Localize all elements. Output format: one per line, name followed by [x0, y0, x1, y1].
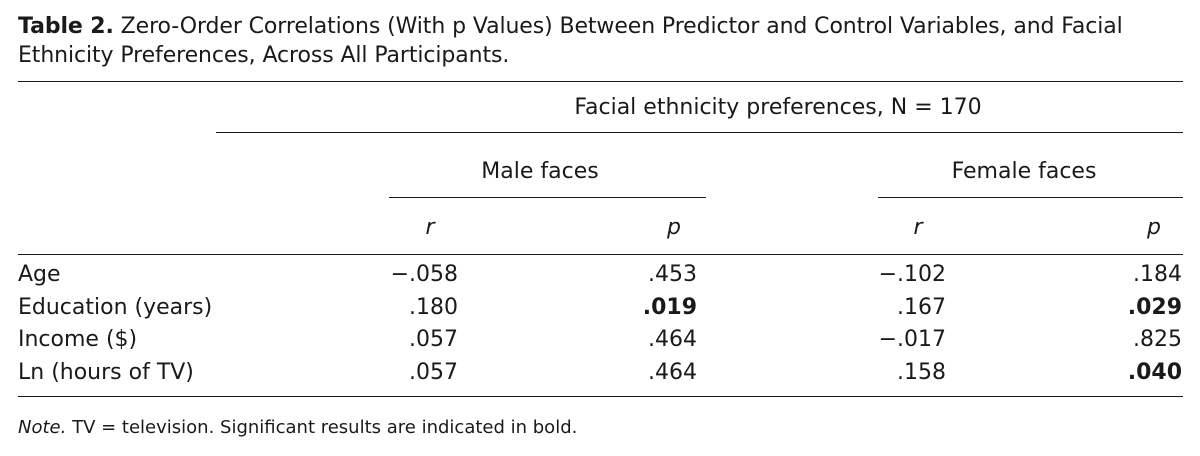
table-cell: .057 — [409, 327, 458, 352]
group-rule-male — [389, 197, 706, 198]
table-cell: .167 — [897, 295, 946, 320]
caption-label: Table 2. — [18, 14, 114, 39]
table-cell: .825 — [1133, 327, 1182, 352]
subheader-r-male: r — [425, 215, 435, 240]
top-rule — [18, 81, 1183, 82]
table-cell: .019 — [642, 295, 697, 320]
subheader-p-male: p — [667, 215, 681, 240]
group-header-female: Female faces — [951, 159, 1097, 184]
table-cell: .184 — [1133, 262, 1182, 287]
table-cell: .040 — [1127, 360, 1182, 385]
table-cell: .158 — [897, 360, 946, 385]
spanner-header: Facial ethnicity preferences, N = 170 — [574, 95, 982, 120]
table-cell: .464 — [648, 327, 697, 352]
caption-text: Zero-Order Correlations (With p Values) … — [18, 14, 1123, 68]
table-cell: .453 — [648, 262, 697, 287]
row-label: Education (years) — [18, 295, 213, 320]
table-caption: Table 2. Zero-Order Correlations (With p… — [18, 12, 1183, 70]
spanner-rule — [216, 132, 1183, 133]
group-header-male: Male faces — [481, 159, 599, 184]
row-label: Ln (hours of TV) — [18, 360, 194, 385]
bottom-rule — [18, 396, 1183, 397]
note-label: Note. — [18, 417, 67, 438]
table-cell: .029 — [1127, 295, 1182, 320]
table-cell: .180 — [409, 295, 458, 320]
header-bottom-rule — [18, 254, 1183, 255]
table-cell: −.102 — [878, 262, 946, 287]
table-note: Note. TV = television. Significant resul… — [18, 416, 577, 440]
group-rule-female — [878, 197, 1183, 198]
note-text: TV = television. Significant results are… — [72, 417, 578, 438]
subheader-r-female: r — [913, 215, 923, 240]
subheader-p-female: p — [1147, 215, 1161, 240]
row-label: Income ($) — [18, 327, 138, 352]
row-label: Age — [18, 262, 61, 287]
table-cell: −.058 — [390, 262, 458, 287]
table-cell: −.017 — [878, 327, 946, 352]
table-cell: .464 — [648, 360, 697, 385]
table-cell: .057 — [409, 360, 458, 385]
